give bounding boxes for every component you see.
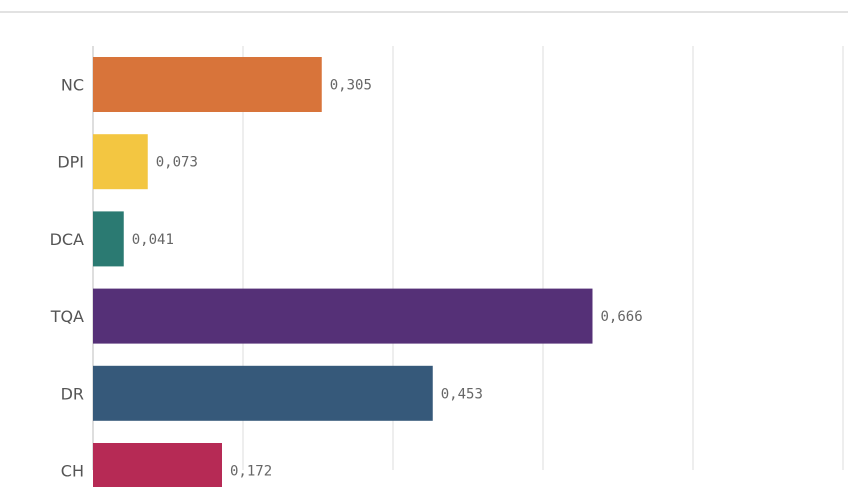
category-label-dca: DCA: [50, 230, 84, 249]
category-label-dr: DR: [61, 384, 84, 403]
gridlines: [92, 46, 844, 470]
bar-dr[interactable]: [93, 365, 433, 421]
bar-dpi[interactable]: [93, 134, 148, 190]
value-label-dpi: 0,073: [156, 155, 198, 171]
value-label-dr: 0,453: [441, 386, 483, 402]
bar-nc[interactable]: [93, 57, 322, 112]
bar-ch[interactable]: [93, 443, 222, 487]
value-label-ch: 0,172: [230, 464, 272, 480]
bar-tqa[interactable]: [93, 288, 593, 344]
value-label-nc: 0,305: [330, 78, 372, 94]
category-label-ch: CH: [61, 462, 84, 481]
bars: [93, 57, 593, 487]
value-label-dca: 0,041: [132, 232, 174, 248]
category-label-dpi: DPI: [57, 153, 84, 172]
category-label-nc: NC: [61, 76, 84, 95]
category-label-tqa: TQA: [50, 307, 84, 326]
value-label-tqa: 0,666: [601, 309, 643, 325]
labels: NC 0,305 DPI 0,073 DCA 0,041 TQA 0,666 DR 0,453 CH…: [50, 76, 643, 481]
bar-dca[interactable]: [93, 211, 124, 267]
